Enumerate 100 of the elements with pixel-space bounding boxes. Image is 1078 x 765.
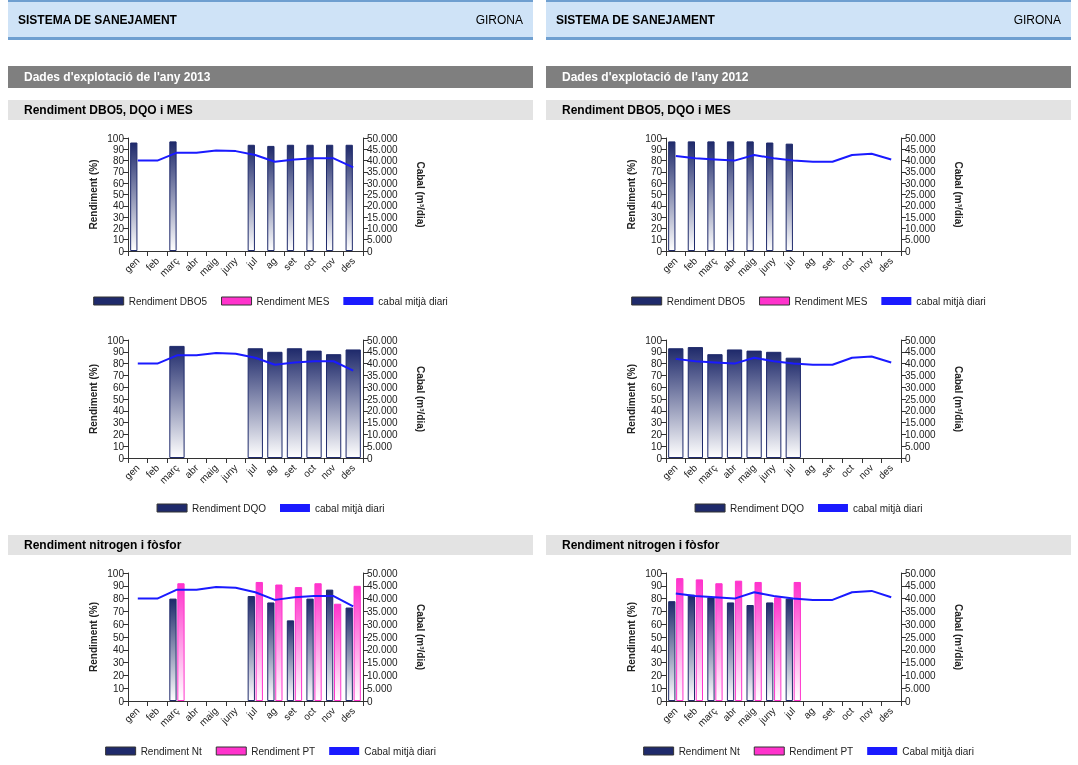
bar — [774, 597, 782, 701]
y-tick-label: 80 — [650, 358, 663, 370]
y2-tick-label: 20.000 — [905, 405, 937, 417]
x-tick-label: ag — [263, 705, 279, 721]
y-tick-label: 100 — [107, 132, 125, 144]
y2-tick-label: 25.000 — [367, 189, 399, 200]
bar — [715, 583, 723, 701]
y2-tick-label: 25.000 — [367, 393, 399, 405]
y-tick-label: 20 — [112, 222, 125, 234]
y2-tick-label: 20.000 — [367, 644, 399, 656]
text: Dades d'explotació de l'any 2013 — [8, 66, 533, 88]
y-tick-label: 70 — [650, 605, 663, 617]
y2-tick-label: 5.000 — [905, 440, 931, 452]
y2-tick-label: 15.000 — [905, 417, 937, 429]
x-tick-label: ag — [801, 705, 817, 721]
legend-label: cabal mitjà diari — [852, 502, 923, 514]
line-series — [136, 149, 355, 169]
legend-label: Rendiment MES — [256, 295, 330, 307]
x-tick-label: oct — [838, 704, 857, 723]
bar — [695, 579, 704, 701]
y-tick-label: 40 — [650, 405, 663, 417]
y-tick-label: 50 — [650, 631, 663, 643]
x-tick-label: abr — [182, 461, 201, 481]
y2-tick-label: 15.000 — [367, 211, 399, 223]
y2-tick-label: 20.000 — [905, 644, 937, 656]
y-tick-label: 70 — [112, 166, 125, 178]
bar — [793, 581, 801, 701]
y2-tick-label: 25.000 — [905, 631, 937, 643]
legend-label: Rendiment Nt — [678, 745, 740, 757]
y-tick-label: 90 — [650, 143, 663, 155]
y-tick-label: 60 — [650, 618, 663, 630]
x-tick-label: set — [819, 704, 837, 723]
x-tick-label: abr — [720, 254, 739, 274]
y2-tick-label: 0 — [905, 452, 911, 464]
x-tick-label: ag — [263, 255, 279, 271]
y2-tick-label: 25.000 — [905, 189, 937, 200]
legend-label: Rendiment DBO5 — [666, 295, 746, 307]
bar — [668, 601, 676, 701]
y-axis-title: Rendiment (%) — [87, 364, 99, 434]
bar — [676, 578, 684, 701]
y2-tick-label: 45.000 — [367, 143, 399, 155]
y2-tick-label: 25.000 — [905, 393, 937, 405]
y-tick-label: 80 — [112, 155, 125, 167]
x-tick-label: feb — [143, 254, 162, 273]
y2-tick-label: 10.000 — [367, 222, 399, 234]
y-tick-label: 0 — [656, 452, 663, 464]
y-tick-label: 20 — [650, 669, 663, 681]
x-tick-label: set — [281, 461, 299, 480]
bar — [734, 580, 743, 701]
legend-label: Rendiment PT — [789, 745, 854, 757]
y2-tick-label: 5.000 — [905, 234, 931, 246]
y-tick-label: 20 — [112, 669, 125, 681]
y2-tick-label: 50.000 — [367, 567, 399, 579]
y2-tick-label: 10.000 — [905, 222, 937, 234]
y-tick-label: 0 — [118, 452, 125, 464]
bar — [687, 594, 696, 701]
text: Dades d'explotació de l'any 2012 — [546, 66, 1071, 88]
y2-tick-label: 20.000 — [367, 200, 399, 212]
bar — [247, 596, 255, 701]
x-tick-label: jul — [243, 462, 260, 478]
line-series — [674, 589, 893, 601]
y-tick-label: 30 — [650, 211, 663, 223]
y2-tick-label: 35.000 — [905, 369, 937, 381]
bar — [746, 605, 754, 701]
y2-tick-label: 20.000 — [905, 200, 937, 212]
y-tick-label: 50 — [112, 189, 125, 200]
x-tick-label: set — [819, 461, 837, 480]
y-tick-label: 0 — [656, 245, 663, 257]
y-tick-label: 10 — [650, 682, 663, 694]
y2-tick-label: 50.000 — [905, 567, 937, 579]
y-tick-label: 30 — [112, 211, 125, 223]
bar — [785, 357, 801, 458]
legend-label: Rendiment PT — [251, 745, 316, 757]
y2-tick-label: 15.000 — [905, 211, 937, 223]
y-tick-label: 20 — [650, 222, 663, 234]
y-tick-label: 100 — [645, 334, 663, 346]
y2-tick-label: 50.000 — [905, 132, 937, 144]
y2-tick-label: 30.000 — [367, 177, 399, 189]
x-tick-label: set — [281, 704, 299, 723]
legend-label: Rendiment DBO5 — [128, 295, 208, 307]
y-tick-label: 70 — [650, 166, 663, 178]
x-tick-label: abr — [720, 704, 739, 724]
y-tick-label: 20 — [650, 428, 663, 440]
y-tick-label: 100 — [645, 567, 663, 579]
y2-tick-label: 0 — [367, 245, 373, 257]
y-tick-label: 40 — [650, 644, 663, 656]
x-tick-label: des — [875, 462, 896, 482]
y-tick-label: 10 — [650, 234, 663, 246]
y-tick-label: 60 — [112, 618, 125, 630]
x-tick-label: des — [337, 705, 358, 725]
y-tick-label: 80 — [650, 155, 663, 167]
x-tick-label: nov — [856, 255, 876, 275]
y2-tick-label: 0 — [367, 452, 373, 464]
x-tick-label: nov — [318, 705, 338, 725]
chart-title: Rendiment DBO5, DQO i MES — [8, 100, 533, 120]
y2-tick-label: 0 — [367, 695, 373, 707]
y2-axis-title: Cabal (m³/dia) — [952, 365, 964, 433]
y2-tick-label: 5.000 — [367, 440, 393, 452]
y-tick-label: 60 — [650, 177, 663, 189]
y-tick-label: 20 — [112, 428, 125, 440]
